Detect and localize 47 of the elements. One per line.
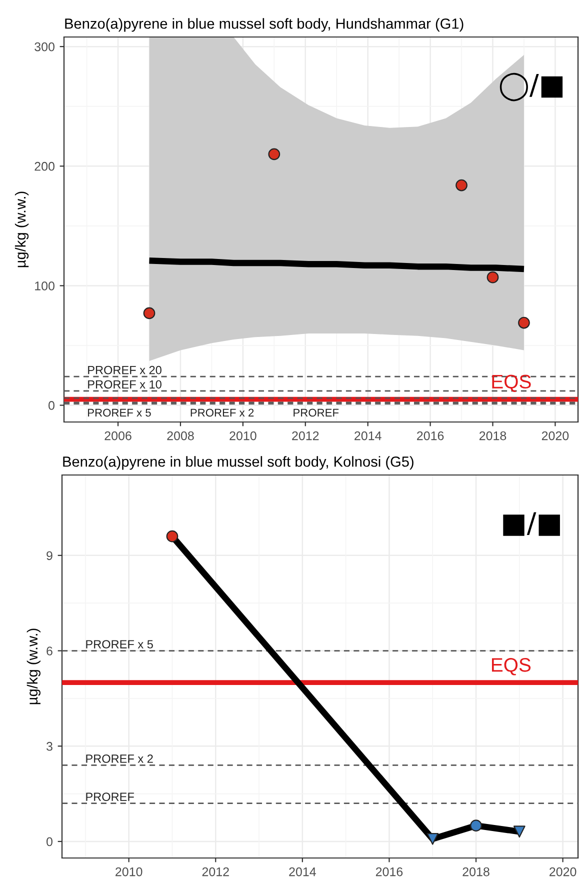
point	[166, 530, 178, 542]
x-tick-label: 2018	[479, 431, 506, 440]
point	[426, 832, 439, 845]
x-tick-label: 2016	[417, 431, 444, 440]
point	[268, 148, 280, 160]
x-tick-label: 2012	[292, 431, 319, 440]
ref-line-label: PROREF x 2	[190, 408, 254, 417]
x-tick-label: 2018	[462, 867, 490, 876]
ref-line-label: PROREF	[294, 408, 339, 417]
y-tick-label: 3	[46, 742, 52, 751]
y-tick-label: 200	[34, 162, 54, 171]
x-tick-label: 2014	[289, 867, 316, 876]
y-tick-label: 0	[46, 837, 52, 846]
x-tick-label: 2008	[167, 431, 194, 440]
annotation: ◯/■	[500, 72, 563, 102]
y-tick-label: 6	[46, 646, 52, 656]
chart-title: Benzo(a)pyrene in blue mussel soft body, Kolnosi (G5)	[63, 456, 414, 470]
y-tick-label: 0	[48, 401, 54, 410]
annotation: ■/■	[503, 512, 560, 536]
ref-line-label: PROREF x 10	[88, 380, 162, 389]
ref-line-label: EQS	[492, 374, 531, 392]
point	[470, 820, 482, 832]
chart-title: Benzo(a)pyrene in blue mussel soft body, Hundshammar (G1)	[65, 18, 464, 32]
y-tick-label: 300	[34, 42, 54, 52]
y-axis-title: µg/kg (w.w.)	[26, 628, 40, 704]
y-axis-title: µg/kg (w.w.)	[14, 192, 29, 268]
x-tick-label: 2014	[354, 431, 382, 440]
x-tick-label: 2006	[104, 431, 132, 440]
y-tick-label: 9	[46, 551, 52, 560]
x-tick-label: 2020	[542, 431, 569, 440]
x-tick-label: 2010	[116, 867, 142, 876]
x-tick-label: 2010	[230, 431, 256, 440]
x-tick-label: 2020	[550, 867, 576, 876]
ref-line-label: PROREF x 5	[88, 408, 151, 417]
point	[518, 316, 530, 329]
ref-line-label: PROREF x 2	[86, 754, 153, 763]
x-tick-label: 2012	[202, 867, 229, 876]
ref-line-label: EQS	[492, 658, 531, 676]
ref-line-label: PROREF x 20	[88, 366, 162, 374]
ref-line-label: PROREF	[86, 792, 134, 801]
y-tick-label: 100	[35, 281, 54, 290]
ref-line-label: PROREF x 5	[86, 640, 153, 648]
point	[143, 307, 156, 320]
point	[456, 179, 468, 192]
x-tick-label: 2016	[376, 867, 403, 876]
point	[513, 826, 526, 838]
point	[486, 271, 499, 284]
